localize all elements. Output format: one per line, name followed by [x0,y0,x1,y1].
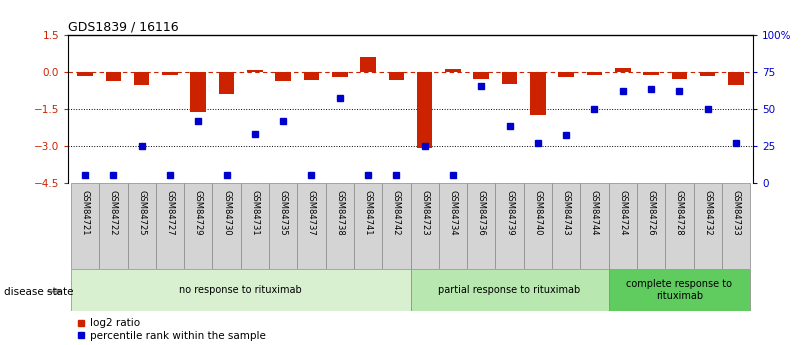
Bar [665,183,694,269]
Bar [609,183,637,269]
Text: GSM84741: GSM84741 [364,190,372,235]
Text: GSM84730: GSM84730 [222,190,231,235]
Bar [552,183,580,269]
Bar [156,183,184,269]
Bar [184,183,212,269]
Bar [134,72,150,85]
Text: GSM84742: GSM84742 [392,190,400,235]
Bar [360,57,376,72]
Bar [241,183,269,269]
Bar [106,72,121,81]
Text: GSM84736: GSM84736 [477,190,485,236]
Bar [728,72,744,85]
Text: GSM84735: GSM84735 [279,190,288,235]
Text: partial response to rituximab: partial response to rituximab [438,285,581,295]
Bar [354,183,382,269]
Bar [524,183,552,269]
Bar [247,70,263,72]
Bar [643,72,659,75]
Text: GSM84732: GSM84732 [703,190,712,235]
Bar [473,72,489,79]
Text: GSM84721: GSM84721 [81,190,90,235]
Bar [269,183,297,269]
Bar [332,72,348,77]
Bar [382,183,410,269]
Text: GSM84740: GSM84740 [533,190,542,235]
Bar [162,72,178,75]
Bar [445,69,461,72]
Bar [558,72,574,77]
Bar [71,183,99,269]
Text: GSM84726: GSM84726 [646,190,655,235]
Bar [219,72,235,94]
Bar [304,72,320,80]
Bar [615,68,630,72]
Text: GSM84731: GSM84731 [251,190,260,235]
Bar [99,183,127,269]
Bar [637,183,665,269]
Bar [326,183,354,269]
Bar [127,183,156,269]
Bar [530,72,545,115]
Bar [191,72,206,112]
Bar [276,72,291,81]
Bar [609,269,750,310]
Text: GSM84734: GSM84734 [449,190,457,235]
Text: GSM84733: GSM84733 [731,190,740,236]
Bar [71,269,410,310]
Bar [297,183,326,269]
Bar [410,183,439,269]
Bar [694,183,722,269]
Bar [388,72,405,80]
Text: GSM84739: GSM84739 [505,190,514,235]
Text: GSM84737: GSM84737 [307,190,316,236]
Bar [467,183,495,269]
Text: GSM84729: GSM84729 [194,190,203,235]
Text: GSM84723: GSM84723 [421,190,429,235]
Text: complete response to
rituximab: complete response to rituximab [626,279,732,300]
Bar [671,72,687,79]
Bar [212,183,241,269]
Bar [417,72,433,148]
Bar [700,72,715,76]
Legend: log2 ratio, percentile rank within the sample: log2 ratio, percentile rank within the s… [78,318,266,341]
Text: GSM84743: GSM84743 [562,190,570,235]
Bar [439,183,467,269]
Text: GSM84722: GSM84722 [109,190,118,235]
Text: disease state: disease state [4,287,74,296]
Text: GSM84738: GSM84738 [336,190,344,236]
Bar [580,183,609,269]
Bar [501,72,517,84]
Text: GSM84724: GSM84724 [618,190,627,235]
Text: GSM84725: GSM84725 [137,190,146,235]
Bar [586,72,602,75]
Bar [495,183,524,269]
Bar [77,72,93,76]
Text: no response to rituximab: no response to rituximab [179,285,302,295]
Bar [410,269,609,310]
Text: GSM84727: GSM84727 [166,190,175,235]
Bar [722,183,750,269]
Text: GSM84744: GSM84744 [590,190,599,235]
Text: GSM84728: GSM84728 [675,190,684,235]
Text: GDS1839 / 16116: GDS1839 / 16116 [68,20,179,33]
